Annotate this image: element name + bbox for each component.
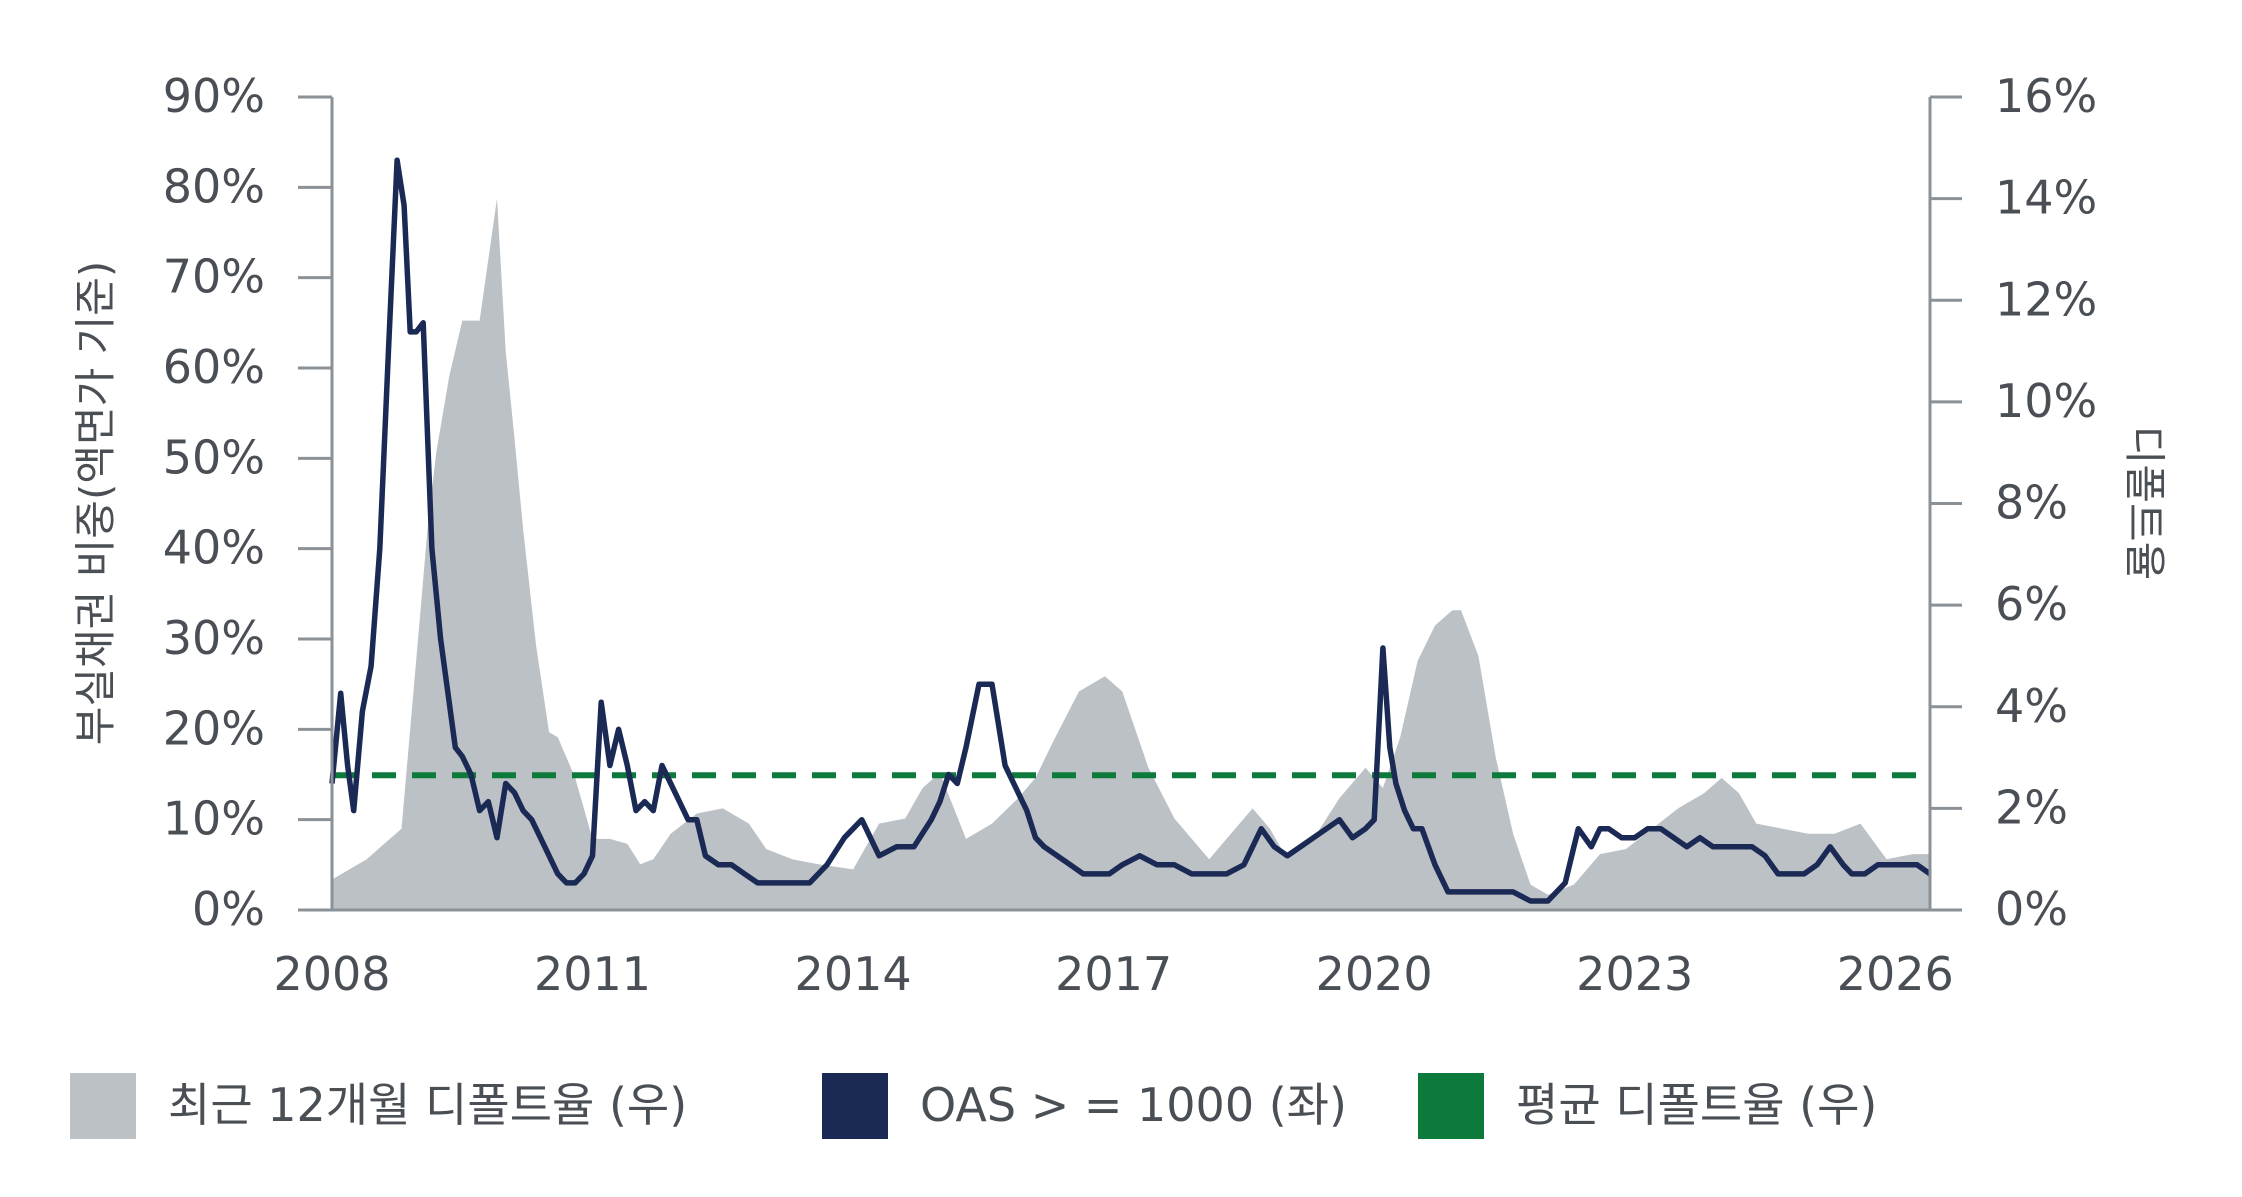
right-tick-label: 2%	[1995, 780, 2068, 834]
right-tick-label: 6%	[1995, 577, 2068, 631]
x-tick-label: 2014	[795, 947, 912, 1001]
x-tick-label: 2023	[1576, 947, 1693, 1001]
right-tick-label: 16%	[1995, 69, 2097, 123]
x-tick-label: 2017	[1055, 947, 1172, 1001]
right-tick-label: 8%	[1995, 476, 2068, 530]
left-tick-label: 30%	[163, 611, 265, 665]
legend-oas-label: OAS > = 1000 (좌)	[920, 1078, 1347, 1132]
right-tick-label: 4%	[1995, 679, 2068, 733]
left-tick-label: 60%	[163, 340, 265, 394]
right-tick-label: 10%	[1995, 374, 2097, 428]
legend-oas-swatch	[822, 1073, 888, 1139]
x-tick-label: 2011	[534, 947, 651, 1001]
legend-default-rate: 최근 12개월 디폴트율 (우)	[70, 1073, 687, 1139]
left-axis-label: 부실채권 비중(액면가 기준)	[71, 261, 120, 746]
legend-default-rate-label: 최근 12개월 디폴트율 (우)	[168, 1078, 687, 1132]
left-tick-label: 70%	[163, 250, 265, 304]
x-axis-ticks: 2008 2011 2014 2017 2020 2023 2026	[273, 947, 1953, 1001]
x-tick-label: 2026	[1837, 947, 1954, 1001]
right-axis-ticks: 0% 2% 4% 6% 8% 10% 12% 14% 16%	[1930, 69, 2097, 936]
legend-average-default-swatch	[1418, 1073, 1484, 1139]
left-tick-label: 40%	[163, 521, 265, 575]
x-tick-label: 2008	[273, 947, 390, 1001]
left-tick-label: 0%	[192, 882, 265, 936]
x-tick-label: 2020	[1316, 947, 1433, 1001]
right-tick-label: 12%	[1995, 272, 2097, 326]
legend-default-rate-swatch	[70, 1073, 136, 1139]
left-tick-label: 90%	[163, 69, 265, 123]
legend-average-default: 평균 디폴트율 (우)	[1418, 1073, 1877, 1139]
left-axis-ticks: 0% 10% 20% 30% 40% 50% 60% 70% 80% 90%	[163, 69, 332, 936]
legend-average-default-label: 평균 디폴트율 (우)	[1516, 1078, 1877, 1132]
right-axis-label: 디폴트율	[2120, 426, 2169, 581]
oas-line	[329, 157, 1932, 904]
left-tick-label: 50%	[163, 430, 265, 484]
right-tick-label: 0%	[1995, 882, 2068, 936]
legend-oas: OAS > = 1000 (좌)	[822, 1073, 1347, 1139]
right-tick-label: 14%	[1995, 171, 2097, 225]
plot-area	[329, 157, 1932, 911]
left-tick-label: 10%	[163, 792, 265, 846]
left-tick-label: 20%	[163, 701, 265, 755]
left-tick-label: 80%	[163, 159, 265, 213]
default-rate-area	[332, 198, 1930, 911]
legend: 최근 12개월 디폴트율 (우) OAS > = 1000 (좌) 평균 디폴트율 …	[70, 1073, 1877, 1139]
